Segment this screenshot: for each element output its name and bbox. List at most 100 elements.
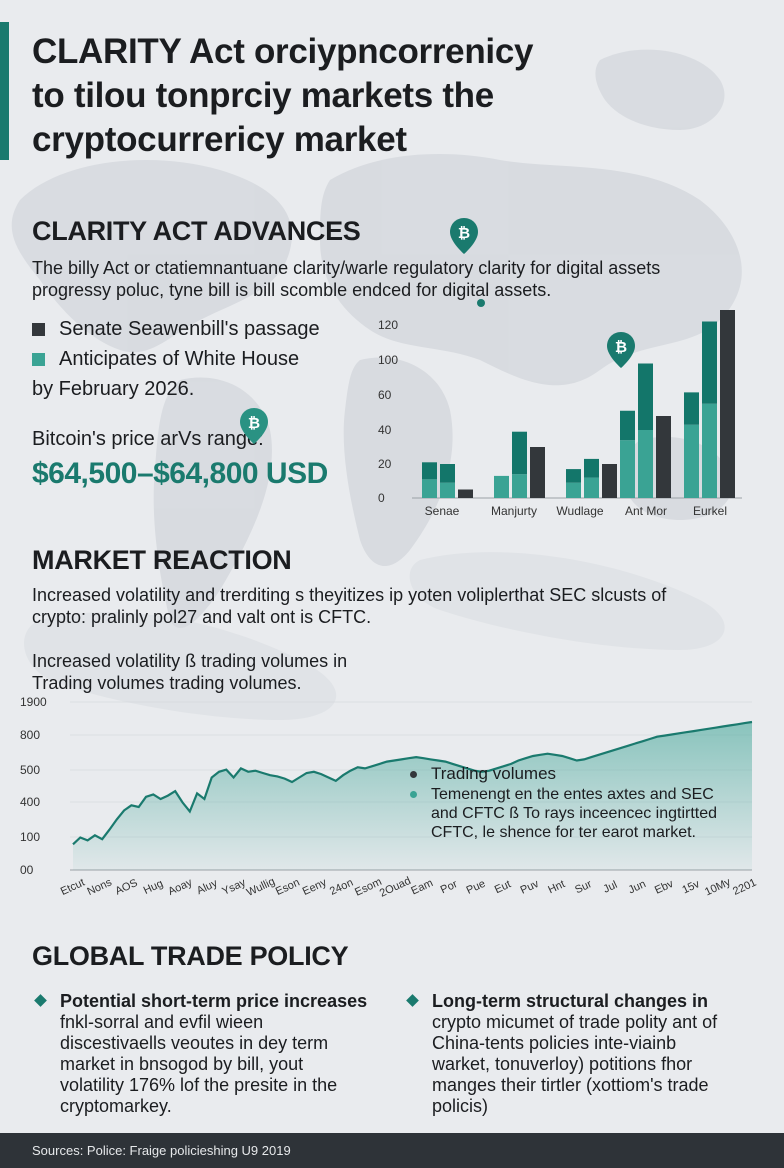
x-tick-label: Por xyxy=(439,878,460,896)
x-tick-label: 10My xyxy=(703,876,733,898)
legend-label: Anticipates of White House xyxy=(59,347,300,370)
bitcoin-pin-icon: ₿ xyxy=(607,332,635,368)
col-line: warket, tonuverloy) potitions fhor xyxy=(432,1054,693,1074)
page-title: CLARITY Act orciypncorrenicy to tilou to… xyxy=(32,30,772,162)
x-tick-label: 2Ouad xyxy=(378,875,413,900)
y-tick-label: 00 xyxy=(20,863,34,877)
title-accent-bar xyxy=(0,22,9,160)
x-tick-label: Ysay xyxy=(220,876,248,897)
bar-segment-light xyxy=(638,430,653,498)
bar-segment-light xyxy=(494,475,509,498)
x-tick-label: Puv xyxy=(519,878,542,897)
x-category-label: Ant Mor xyxy=(625,504,667,518)
y-tick-label: 40 xyxy=(378,423,392,437)
x-tick-label: Eam xyxy=(409,877,435,897)
col-line: crypto micumet of trade polity ant of xyxy=(432,1012,718,1032)
legend-item-white-house: Anticipates of White House xyxy=(32,344,372,374)
col-line: volatility 176% lof the presite in the xyxy=(60,1075,338,1095)
y-tick-label: 120 xyxy=(378,318,398,332)
y-tick-label: 100 xyxy=(20,830,40,844)
column-right-heading: Long-term structural changes in xyxy=(432,991,709,1011)
col-line: market in bnsogod by bill, yout xyxy=(60,1054,304,1074)
y-tick-label: 400 xyxy=(20,795,40,809)
area-chart-title-line: Increased volatility ß trading volumes i… xyxy=(32,651,348,671)
col-line: cryptomarkey. xyxy=(60,1096,172,1116)
x-tick-label: Ebv xyxy=(653,878,676,897)
column-left-heading: Potential short-term price increases xyxy=(60,991,368,1011)
legend-item-desc: Temenengt en the entes axtes and SEC and… xyxy=(410,785,770,842)
location-dot-icon xyxy=(477,299,485,307)
title-line-1: CLARITY Act orciypncorrenicy xyxy=(32,32,534,71)
bar-segment-dark xyxy=(638,363,653,430)
y-tick-label: 100 xyxy=(378,353,398,367)
section-heading-clarity-act: CLARITY ACT ADVANCES xyxy=(32,216,361,246)
y-tick-label: 800 xyxy=(20,728,40,742)
bar-segment-light xyxy=(584,477,599,498)
y-tick-label: 500 xyxy=(20,763,40,777)
legend-dot-dark xyxy=(410,770,417,778)
bar-segment-light xyxy=(566,482,581,498)
col-line: China-tents policies inte-viainb xyxy=(432,1033,677,1053)
col-line: discestivaells veoutes in dey term xyxy=(60,1033,329,1053)
bar-segment-dark xyxy=(584,458,599,478)
legend-item-senate: Senate Seawenbill's passage xyxy=(32,314,372,344)
bitcoin-price-label: Bitcoin's price arVs range: xyxy=(32,428,264,450)
bitcoin-pin-icon: ₿ xyxy=(450,218,478,254)
body-line: Increased volatility and trerditing s th… xyxy=(32,585,667,605)
legend-note: by February 2026. xyxy=(32,377,195,400)
y-tick-label: 60 xyxy=(378,388,392,402)
x-tick-label: Eeny xyxy=(301,876,329,898)
bar-segment-dark xyxy=(440,464,455,483)
legend-item-trading-volumes: Trading volumes xyxy=(410,763,770,785)
y-tick-label: 0 xyxy=(378,491,385,505)
section-heading-market-reaction: MARKET REACTION xyxy=(32,545,292,575)
bar-segment-light xyxy=(422,479,437,498)
section-body-clarity-act: The billy Act or ctatiemnantuane clarity… xyxy=(32,257,772,301)
x-tick-label: Jun xyxy=(627,878,648,896)
x-tick-label: Aoay xyxy=(166,876,194,898)
x-tick-label: Pue xyxy=(465,878,488,897)
legend-swatch-teal xyxy=(32,352,45,366)
bar-segment-light xyxy=(684,424,699,498)
legend-body-line: CFTC, le shence for ter earot market. xyxy=(431,824,696,841)
bar-segment-dark xyxy=(512,431,527,475)
area-chart-title: Increased volatility ß trading volumes i… xyxy=(32,650,532,694)
legend-label: Senate Seawenbill's passage xyxy=(59,317,320,340)
body-line: progressy poluc, tyne bill is bill scomb… xyxy=(32,280,552,300)
bar-segment-dark xyxy=(684,392,699,425)
legend-body-line: Temenengt en the entes axtes and SEC xyxy=(431,786,714,803)
x-tick-label: Sur xyxy=(573,878,594,896)
x-category-label: Wudlage xyxy=(556,504,603,518)
col-line: policis) xyxy=(432,1096,489,1116)
bar-segment-dark xyxy=(702,321,717,404)
body-line: The billy Act or ctatiemnantuane clarity… xyxy=(32,258,661,278)
legend-swatch-dark xyxy=(32,322,45,336)
column-right: Long-term structural changes in crypto m… xyxy=(432,990,772,1117)
col-line: manges their tirtler (xottiom's trade xyxy=(432,1075,709,1095)
x-category-label: Eurkel xyxy=(693,504,727,518)
body-line: crypto: pralinly pol27 and valt ont is C… xyxy=(32,607,372,627)
bar-segment-light xyxy=(702,403,717,498)
col-line: fnkl-sorral and evfil wieen xyxy=(60,1012,264,1032)
footer-sources: Sources: Police: Fraige policieshing U9 … xyxy=(32,1143,291,1158)
bar xyxy=(602,464,617,498)
legend-label: Trading volumes xyxy=(431,764,557,783)
footer: Sources: Police: Fraige policieshing U9 … xyxy=(0,1133,784,1168)
bar xyxy=(656,416,671,498)
bar-chart-legend: Senate Seawenbill's passage Anticipates … xyxy=(32,314,372,404)
bar-segment-dark xyxy=(620,410,635,441)
x-tick-label: Etcut xyxy=(59,877,87,898)
y-tick-label: 20 xyxy=(378,457,392,471)
bar xyxy=(720,310,735,498)
bar-segment-light xyxy=(620,440,635,498)
area-chart-subtitle-line: Trading volumes trading volumes. xyxy=(32,673,302,693)
column-left: Potential short-term price increases fnk… xyxy=(60,990,380,1117)
bar-segment-light xyxy=(440,482,455,498)
x-tick-label: Wullig xyxy=(245,876,277,899)
x-tick-label: Hnt xyxy=(546,878,567,896)
title-line-3: cryptocurrericy market xyxy=(32,120,407,159)
bar-segment-dark xyxy=(422,462,437,480)
x-tick-label: Jul xyxy=(601,879,619,896)
column-right-body: crypto micumet of trade polity ant of Ch… xyxy=(432,1012,772,1117)
